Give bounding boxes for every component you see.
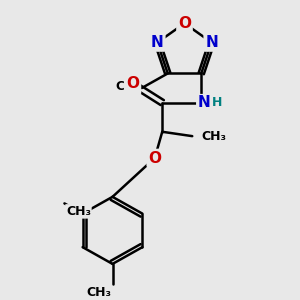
- Text: CH₃: CH₃: [86, 286, 111, 299]
- Text: O: O: [126, 76, 139, 91]
- Text: CH₃: CH₃: [66, 205, 91, 218]
- Text: N: N: [205, 35, 218, 50]
- Text: N: N: [197, 95, 210, 110]
- Text: O: O: [178, 16, 191, 31]
- Text: O: O: [148, 151, 161, 166]
- Text: CH₃: CH₃: [115, 80, 140, 93]
- Text: H: H: [212, 96, 222, 109]
- Text: N: N: [151, 35, 164, 50]
- Text: CH₃: CH₃: [201, 130, 226, 142]
